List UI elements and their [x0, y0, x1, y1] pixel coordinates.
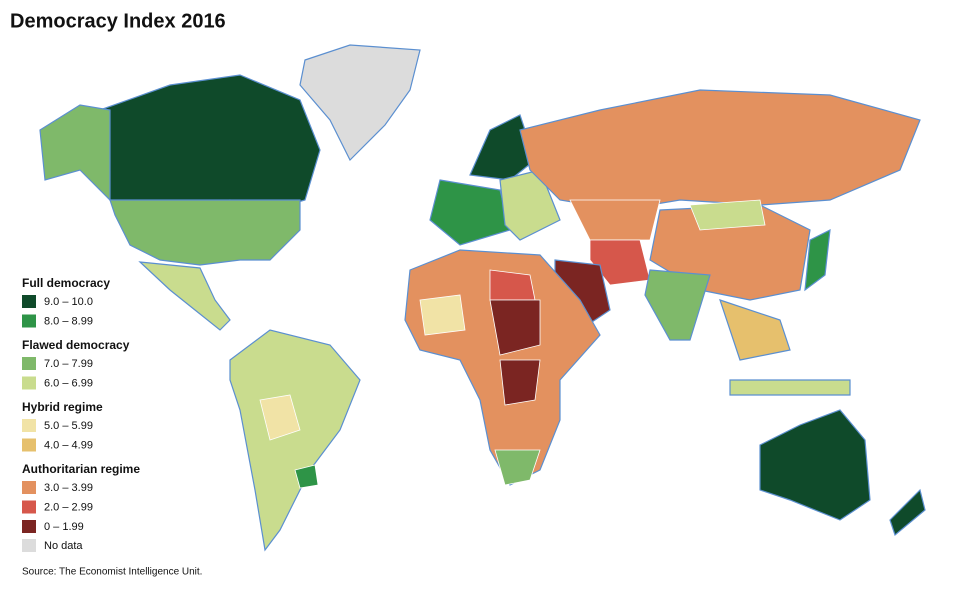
legend-swatch: [22, 419, 36, 432]
title: Democracy Index 2016: [10, 10, 226, 32]
bolivia: [259, 394, 301, 441]
legend-group-label: Flawed democracy: [22, 338, 130, 352]
world-map: [39, 44, 926, 552]
legend-item-label: No data: [44, 540, 83, 552]
legend-swatch: [22, 357, 36, 370]
legend-swatch: [22, 539, 36, 552]
uruguay: [294, 464, 319, 489]
new-zealand: [889, 488, 926, 537]
libya: [489, 269, 536, 301]
legend-swatch: [22, 481, 36, 494]
legend-item-label: 8.0 – 8.99: [44, 315, 93, 327]
russia: [519, 89, 921, 211]
legend-item-label: 6.0 – 6.99: [44, 377, 93, 389]
indonesia: [729, 379, 851, 396]
legend-group-label: Hybrid regime: [22, 400, 103, 414]
legend-swatch: [22, 295, 36, 308]
legend-item-label: 9.0 – 10.0: [44, 296, 93, 308]
source: Source: The Economist Intelligence Unit.: [22, 567, 202, 578]
legend: Full democracy 9.0 – 10.0 8.0 – 8.99 Flawed…: [22, 276, 140, 552]
india: [644, 269, 711, 341]
legend-item-label: 5.0 – 5.99: [44, 420, 93, 432]
congo: [499, 359, 541, 406]
iran-afghanistan: [589, 239, 651, 286]
canada: [99, 74, 321, 211]
legend-swatch: [22, 376, 36, 390]
legend-item-label: 2.0 – 2.99: [44, 501, 93, 513]
mexico-central-america: [138, 261, 231, 331]
legend-item-label: 0 – 1.99: [44, 521, 84, 533]
greenland: [299, 44, 421, 162]
australia: [759, 409, 871, 521]
legend-swatch: [22, 500, 36, 514]
south-africa: [494, 449, 541, 486]
mongolia: [689, 199, 766, 231]
legend-item-label: 3.0 – 3.99: [44, 482, 93, 494]
legend-swatch: [22, 314, 36, 328]
alaska: [39, 104, 111, 202]
legend-swatch: [22, 520, 36, 533]
legend-group-label: Authoritarian regime: [22, 462, 140, 476]
sudan-chad: [489, 299, 541, 356]
legend-item-label: 7.0 – 7.99: [44, 358, 93, 370]
usa: [109, 199, 301, 266]
central-asia: [569, 199, 661, 241]
legend-item-label: 4.0 – 4.99: [44, 439, 93, 451]
southeast-asia: [719, 299, 791, 361]
south-america: [229, 329, 361, 552]
western-europe: [429, 179, 511, 246]
japan: [804, 228, 831, 292]
west-africa: [419, 294, 466, 336]
legend-swatch: [22, 438, 36, 452]
legend-group-label: Full democracy: [22, 276, 110, 290]
